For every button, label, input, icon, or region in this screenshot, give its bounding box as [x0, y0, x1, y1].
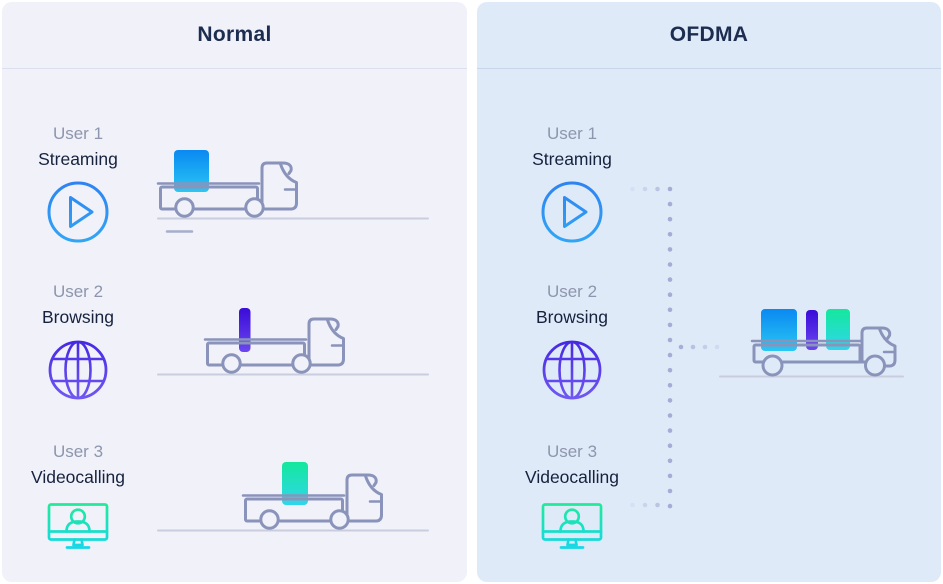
user-name: User 1 — [52, 124, 104, 143]
user-block-streaming: User 1 Streaming — [2, 122, 154, 244]
videocall-icon — [541, 503, 603, 549]
user-name: User 1 — [546, 124, 598, 143]
truck-videocalling — [157, 462, 429, 532]
user-name: User 3 — [546, 442, 598, 461]
user-name: User 3 — [52, 442, 104, 461]
user-activity: Videocalling — [524, 467, 620, 487]
panel-normal: Normal User 1 Streaming User 2 Browsing — [2, 2, 467, 582]
cargo-browsing — [239, 308, 251, 352]
panel-normal-header: Normal — [2, 2, 467, 69]
panel-ofdma-header: OFDMA — [477, 2, 941, 69]
user-block-videocalling: User 3 Videocalling — [496, 440, 648, 556]
user-activity: Videocalling — [30, 467, 126, 487]
user-block-browsing: User 2 Browsing — [2, 280, 154, 402]
truck-streaming — [156, 150, 429, 233]
panel-ofdma: OFDMA User 1 Streaming User 2 Browsing — [477, 2, 941, 582]
play-icon — [541, 181, 603, 243]
user-name: User 2 — [546, 282, 598, 301]
junction-dotted-path — [630, 186, 720, 509]
user-activity: Browsing — [536, 307, 608, 327]
user-activity: Streaming — [532, 149, 612, 169]
play-icon — [47, 181, 109, 243]
videocall-icon — [47, 503, 109, 549]
globe-icon — [542, 340, 602, 400]
truck-combined — [719, 309, 904, 378]
truck-browsing — [157, 308, 429, 376]
user-block-videocalling: User 3 Videocalling — [2, 440, 154, 556]
globe-icon — [48, 340, 108, 400]
cargo-streaming — [174, 150, 209, 192]
user-activity: Streaming — [38, 149, 118, 169]
user-block-streaming: User 1 Streaming — [496, 122, 648, 244]
user-activity: Browsing — [42, 307, 114, 327]
user-block-browsing: User 2 Browsing — [496, 280, 648, 402]
panel-normal-title: Normal — [197, 23, 272, 46]
user-name: User 2 — [52, 282, 104, 301]
panel-ofdma-title: OFDMA — [669, 23, 749, 46]
